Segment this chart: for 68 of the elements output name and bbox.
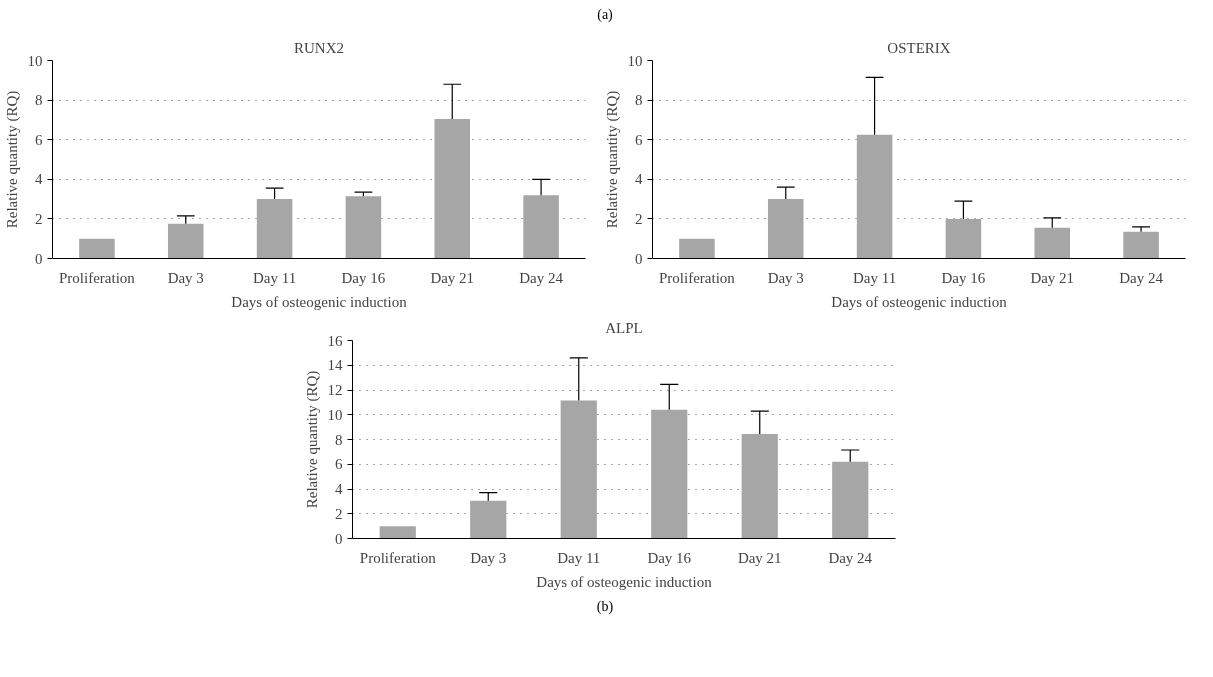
y-axis-title: Relative quantity (RQ): [303, 370, 321, 509]
x-tick-label: Day 21: [1030, 269, 1075, 286]
y-tick-label: 2: [335, 505, 343, 522]
y-tick-label: 0: [335, 530, 343, 547]
x-tick-label: Day 21: [737, 549, 782, 566]
x-tick-label: Day 16: [341, 269, 386, 286]
bar: [767, 199, 804, 259]
y-tick-label: 2: [635, 210, 643, 227]
chart-title: ALPL: [605, 319, 643, 336]
y-tick-label: 4: [635, 171, 643, 188]
chart-title: OSTERIX: [887, 39, 951, 56]
x-tick-label: Day 3: [470, 549, 507, 566]
x-tick-label: Day 11: [557, 549, 601, 566]
x-axis-title: Days of osteogenic induction: [831, 293, 1008, 310]
bar: [679, 238, 715, 259]
y-tick-label: 2: [35, 210, 43, 227]
bar: [945, 218, 982, 259]
x-axis-title: Days of osteogenic induction: [231, 293, 408, 310]
bar: [434, 118, 471, 259]
y-tick-label: 14: [327, 357, 343, 374]
y-tick-label: 10: [327, 406, 343, 423]
y-tick-label: 12: [327, 382, 343, 398]
y-tick-label: 6: [335, 456, 343, 473]
bar: [470, 500, 507, 539]
y-tick-label: 6: [35, 131, 43, 148]
y-tick-label: 6: [635, 131, 643, 148]
bar: [560, 400, 597, 539]
chart-title: RUNX2: [294, 39, 345, 56]
y-axis-title: Relative quantity (RQ): [3, 90, 21, 229]
bar: [167, 223, 204, 259]
x-tick-label: Day 24: [828, 549, 873, 566]
y-tick-label: 4: [35, 171, 43, 188]
y-axis-title: Relative quantity (RQ): [603, 90, 621, 229]
x-tick-label: Proliferation: [59, 269, 136, 286]
bar: [523, 195, 559, 259]
x-tick-label: Proliferation: [659, 269, 736, 286]
bar: [379, 526, 416, 539]
bar: [1123, 231, 1159, 259]
x-tick-label: Day 24: [1119, 269, 1164, 286]
x-tick-label: Day 11: [852, 269, 897, 286]
y-tick-label: 8: [35, 92, 43, 109]
bar: [651, 409, 688, 539]
x-tick-label: Day 24: [519, 269, 564, 286]
x-tick-label: Day 3: [167, 269, 204, 286]
bar: [856, 134, 893, 259]
bar: [832, 461, 869, 539]
bar: [1034, 227, 1071, 259]
x-axis-title: Days of osteogenic induction: [536, 573, 713, 590]
x-tick-label: Day 16: [941, 269, 986, 286]
bar: [345, 196, 382, 259]
y-tick-label: 10: [27, 52, 43, 69]
bar: [741, 433, 778, 539]
y-tick-label: 8: [335, 431, 343, 448]
y-tick-label: 16: [327, 332, 343, 349]
x-tick-label: Proliferation: [359, 549, 437, 566]
x-tick-label: Day 11: [252, 269, 297, 286]
text: (a): [597, 6, 613, 24]
x-tick-label: Day 3: [767, 269, 804, 286]
y-tick-label: 0: [35, 250, 43, 267]
y-tick-label: 4: [335, 481, 343, 497]
x-tick-label: Day 16: [647, 549, 692, 566]
bar: [256, 199, 293, 259]
text: (b): [596, 598, 614, 616]
y-tick-label: 0: [635, 250, 643, 267]
y-tick-label: 8: [635, 92, 643, 109]
bar: [79, 238, 115, 259]
y-tick-label: 10: [627, 52, 643, 69]
x-tick-label: Day 21: [430, 269, 475, 286]
